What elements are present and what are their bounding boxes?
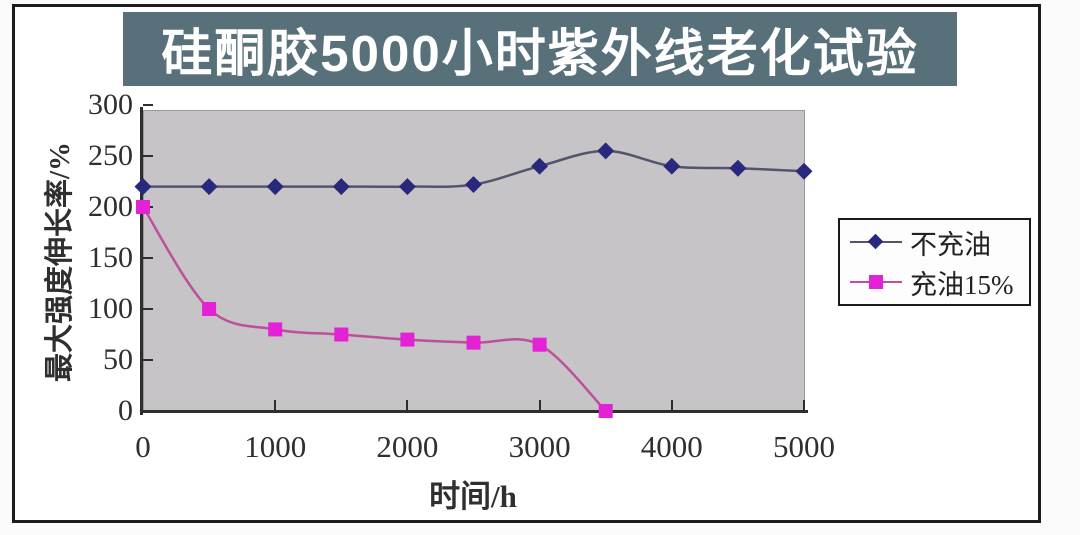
series-0-marker (266, 178, 284, 196)
x-tick-mark (803, 400, 805, 411)
legend-box: 不充油 充油15% (838, 218, 1031, 306)
plot-area (143, 110, 805, 411)
series-0-marker (531, 157, 549, 175)
y-tick-label: 50 (103, 343, 133, 376)
y-tick-mark (143, 359, 153, 361)
chart-series-svg (134, 142, 813, 418)
x-axis-line (140, 410, 808, 413)
y-tick-label: 300 (88, 88, 133, 121)
series-1-marker (136, 200, 150, 214)
chart-title-banner: 硅酮胶5000小时紫外线老化试验 (123, 12, 957, 86)
series-1-marker (268, 322, 283, 337)
x-tick-label: 3000 (508, 429, 571, 464)
series-0-marker (200, 178, 218, 196)
series-0-marker (663, 157, 681, 175)
series-0-marker (795, 162, 813, 180)
series-1-marker (400, 332, 415, 347)
series-1-marker (202, 302, 217, 316)
x-tick-label: 4000 (640, 429, 703, 464)
x-tick-mark (406, 400, 409, 411)
x-tick-label: 0 (135, 429, 151, 464)
x-tick-mark (670, 400, 673, 411)
series-0-marker (729, 159, 747, 177)
series-0-marker (597, 142, 615, 160)
y-tick-mark (143, 308, 153, 310)
chart-area: 0 50 100 150 200 250 300 0 1000 2000 3000 4000 5000… (15, 7, 1038, 520)
legend-item-oil-15pct: 充油15% (850, 265, 1029, 300)
chart-title: 硅酮胶5000小时紫外线老化试验 (161, 25, 919, 82)
y-tick-mark (143, 155, 153, 157)
series-0-marker (398, 178, 416, 196)
series-1-marker (466, 335, 481, 350)
legend-label-oil-15pct: 充油15% (910, 269, 1014, 300)
outer-border-frame: 硅酮胶5000小时紫外线老化试验 0 50 100 150 200 250 300 0 100… (12, 4, 1041, 523)
series-1-marker (532, 337, 547, 352)
y-tick-label: 250 (88, 139, 133, 172)
y-tick-mark (143, 257, 153, 259)
legend-item-no-oil: 不充油 (850, 225, 1029, 260)
legend-marker-square-icon (850, 272, 902, 292)
x-axis-title: 时间/h (429, 479, 517, 514)
series-0-marker (332, 178, 350, 196)
y-tick-mark (143, 104, 153, 106)
y-tick-label: 0 (118, 394, 133, 427)
series-1-marker (334, 327, 349, 342)
series-1-marker (598, 404, 613, 418)
x-tick-label: 5000 (773, 429, 835, 464)
legend-marker-diamond-icon (850, 232, 902, 252)
x-tick-label: 2000 (376, 429, 439, 464)
series-0-marker (134, 178, 152, 196)
y-tick-label: 200 (88, 190, 133, 223)
legend-label-no-oil: 不充油 (910, 229, 991, 260)
y-tick-label: 150 (88, 241, 133, 274)
series-0-marker (465, 176, 482, 194)
x-tick-mark (538, 400, 541, 411)
y-axis-line (140, 107, 143, 415)
y-tick-label: 100 (88, 292, 133, 325)
x-tick-mark (274, 400, 277, 411)
x-tick-label: 1000 (244, 429, 307, 464)
